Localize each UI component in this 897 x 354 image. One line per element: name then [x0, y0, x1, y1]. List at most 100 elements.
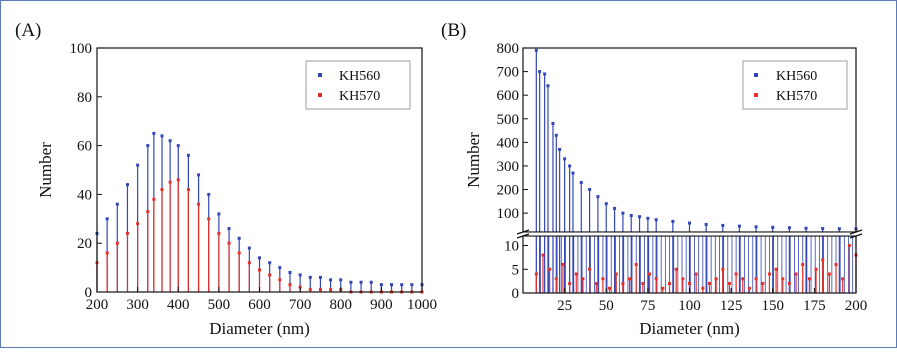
- data-point: [754, 225, 758, 229]
- data-point: [160, 134, 164, 138]
- x-tick-label: 125: [720, 298, 743, 314]
- data-point: [227, 241, 231, 245]
- data-point: [807, 277, 811, 281]
- data-point: [581, 277, 585, 281]
- data-point: [217, 231, 221, 235]
- data-point: [349, 280, 353, 284]
- data-point: [638, 215, 642, 219]
- y-tick-label: 400: [497, 135, 520, 151]
- legend-label: KH570: [776, 89, 817, 104]
- x-axis-label: Diameter (nm): [639, 319, 740, 338]
- data-point: [115, 202, 119, 206]
- data-point: [734, 272, 738, 276]
- x-tick-label: 50: [599, 298, 614, 314]
- y-tick-label: 700: [497, 65, 520, 81]
- data-point: [614, 272, 618, 276]
- data-point: [115, 241, 119, 245]
- axis-break-mark: [849, 229, 863, 235]
- data-point: [654, 218, 658, 222]
- data-point: [298, 273, 302, 277]
- data-point: [197, 202, 201, 206]
- data-point: [741, 277, 745, 281]
- data-point: [604, 202, 608, 206]
- data-point: [787, 226, 791, 230]
- data-point: [801, 263, 805, 266]
- y-tick-label: 0: [85, 285, 93, 301]
- data-point: [727, 282, 731, 285]
- data-point: [197, 173, 201, 177]
- data-point: [827, 272, 831, 276]
- data-point: [787, 282, 791, 285]
- data-point: [160, 188, 164, 192]
- y-tick-label: 200: [497, 183, 520, 199]
- data-point: [654, 277, 658, 281]
- legend-box: [742, 60, 848, 110]
- data-point: [594, 282, 598, 285]
- series-kh560-b: [534, 48, 858, 293]
- data-point: [646, 216, 650, 220]
- data-point: [318, 288, 322, 292]
- data-point: [608, 286, 612, 290]
- data-point: [648, 272, 652, 276]
- data-point: [761, 282, 765, 285]
- series-kh560: [95, 131, 424, 292]
- y-tick-label: 80: [77, 90, 92, 106]
- data-point: [308, 275, 312, 279]
- data-point: [227, 227, 231, 231]
- data-point: [268, 273, 272, 277]
- data-point: [534, 48, 538, 52]
- data-point: [168, 180, 172, 184]
- data-point: [152, 131, 156, 135]
- data-point: [546, 84, 550, 88]
- data-point: [574, 272, 578, 276]
- data-point: [568, 282, 572, 285]
- data-point: [247, 261, 251, 265]
- data-point: [704, 222, 708, 226]
- data-point: [641, 282, 645, 285]
- y-tick-label: 10: [504, 239, 519, 255]
- data-point: [146, 209, 150, 213]
- data-point: [629, 213, 633, 217]
- axis-break-mark: [849, 233, 863, 239]
- data-point: [621, 211, 625, 215]
- data-point: [554, 133, 558, 137]
- x-tick-label: 400: [167, 297, 190, 313]
- data-point: [781, 277, 785, 281]
- panel-label: (B): [441, 20, 466, 41]
- data-point: [551, 121, 555, 125]
- data-point: [136, 222, 140, 226]
- data-point: [168, 139, 172, 143]
- data-point: [596, 195, 600, 199]
- data-point: [721, 223, 725, 227]
- data-point: [579, 180, 583, 184]
- axis-break-mark: [516, 233, 530, 239]
- data-point: [588, 188, 592, 192]
- data-point: [821, 226, 825, 230]
- axis-break-gap: [517, 232, 862, 236]
- data-point: [601, 277, 605, 281]
- data-point: [671, 219, 675, 223]
- data-point: [125, 231, 129, 235]
- data-point: [369, 280, 373, 284]
- legend-marker: [754, 93, 758, 97]
- data-point: [278, 266, 282, 270]
- legend-marker: [318, 93, 322, 97]
- data-point: [217, 212, 221, 216]
- x-tick-label: 100: [678, 298, 701, 314]
- x-axis-label: Diameter (nm): [209, 319, 310, 338]
- x-tick-label: 25: [557, 298, 572, 314]
- data-point: [339, 278, 343, 282]
- data-point: [543, 72, 547, 76]
- data-point: [814, 267, 818, 271]
- data-point: [804, 226, 808, 230]
- data-point: [237, 236, 241, 240]
- legend-label: KH560: [339, 69, 380, 84]
- data-point: [125, 183, 129, 187]
- data-point: [771, 225, 775, 229]
- data-point: [674, 267, 678, 271]
- x-tick-label: 300: [126, 297, 149, 313]
- data-point: [329, 278, 333, 282]
- data-point: [558, 147, 562, 151]
- data-point: [767, 272, 771, 276]
- y-axis-label: Number: [464, 132, 483, 188]
